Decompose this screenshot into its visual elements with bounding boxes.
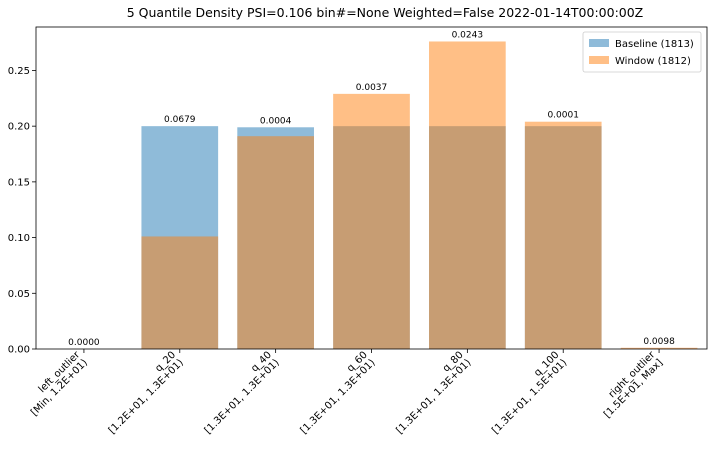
y-tick-label: 0.00 [8,345,30,356]
y-tick-label: 0.10 [8,233,30,244]
x-tick-label-line: [1.3E+01, 1.3E+01) [203,357,282,436]
legend-label: Baseline (1813) [615,39,694,50]
bar-window-2 [237,136,314,349]
bar-window-3 [333,93,410,349]
x-tick-label-line: [1.3E+01, 1.5E+01) [490,357,569,436]
y-tick-label: 0.20 [8,122,30,133]
x-tick-label: q_80[1.3E+01, 1.3E+01) [394,350,473,437]
x-tick-label: q_60[1.3E+01, 1.3E+01) [299,350,378,437]
x-tick-label-line: [1.3E+01, 1.3E+01) [394,357,473,436]
bar-value-label: 0.0001 [547,111,579,121]
y-tick-label: 0.25 [8,66,30,77]
y-tick-label: 0.05 [8,289,30,300]
bar-value-label: 0.0243 [452,30,484,40]
legend-label: Window (1812) [615,56,691,67]
bar-window-6 [620,347,698,349]
x-tick-label: q_40[1.3E+01, 1.3E+01) [203,350,282,437]
legend-box [582,31,702,73]
bar-value-label: 0.0000 [68,338,100,348]
bars-layer [141,41,698,350]
x-tick-label: left_outlier[Min, 1.2E+01) [29,349,90,418]
bar-value-label: 0.0037 [356,83,388,93]
legend: Baseline (1813) Window (1812) [582,31,702,73]
x-tick-label-line: [1.3E+01, 1.3E+01) [299,357,378,436]
bar-window-1 [141,236,219,349]
y-tick-label: 0.15 [8,177,30,188]
legend-swatch [589,56,609,64]
x-tick-label-line: [1.2E+01, 1.3E+01) [107,357,186,436]
bar-value-label: 0.0098 [643,337,675,347]
x-tick-label: q_100[1.3E+01, 1.5E+01) [490,350,569,437]
x-tick-label: right_outlier[1.5E+01, Max] [602,349,665,420]
chart-title: 5 Quantile Density PSI=0.106 bin#=None W… [127,5,644,20]
x-tick-label: q_20[1.2E+01, 1.3E+01) [107,350,186,437]
bar-labels-layer: 0.0000 0.0679 0.0004 0.0037 0.0243 0.0001 0.00… [68,30,675,348]
legend-swatch [589,39,609,47]
bar-window-4 [429,41,506,349]
bar-window-5 [524,121,602,350]
bar-value-label: 0.0679 [164,115,196,125]
bar-value-label: 0.0004 [260,116,292,126]
